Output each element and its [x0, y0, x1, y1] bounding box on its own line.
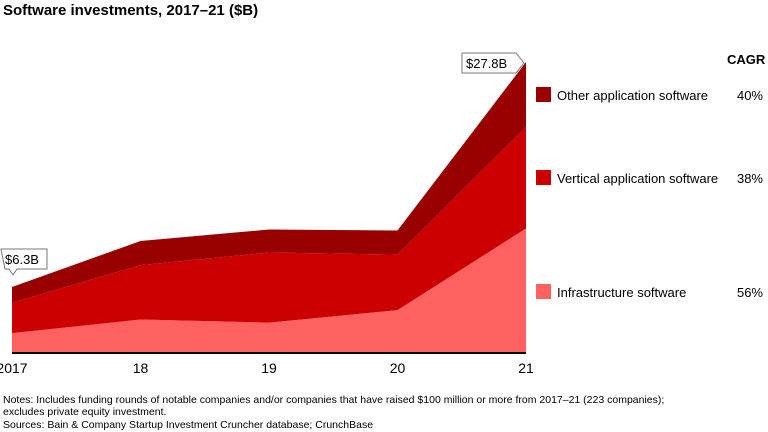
area-vertical-application-software — [12, 126, 526, 334]
x-tick-label: 21 — [518, 360, 534, 376]
x-tick-label: 20 — [390, 360, 406, 376]
callout-label: $6.3B — [5, 252, 39, 267]
legend-swatch — [536, 284, 551, 299]
legend-swatch — [536, 87, 551, 102]
x-tick-label: 19 — [261, 360, 277, 376]
chart-title: Software investments, 2017–21 ($B) — [3, 2, 259, 19]
x-tick-label: 2017 — [0, 360, 28, 376]
area-infrastructure-software — [12, 228, 526, 353]
sources: Sources: Bain & Company Startup Investme… — [3, 419, 374, 431]
legend-swatch — [536, 170, 551, 185]
legend-label: Infrastructure software — [557, 285, 686, 300]
legend-label: Other application software — [557, 88, 708, 103]
area-other-application-software — [12, 62, 526, 303]
callout-box — [461, 52, 525, 74]
legend-cagr: 40% — [737, 88, 763, 103]
callout-box — [0, 248, 48, 276]
x-tick-label: 18 — [133, 360, 149, 376]
legend-cagr: 38% — [737, 171, 763, 186]
stacked-area-chart: 2017 18 19 20 21 $6.3B $27.8B CAGR Infrastructur… — [0, 52, 766, 376]
legend-cagr: 56% — [737, 285, 763, 300]
legend-label: Vertical application software — [557, 171, 718, 186]
legend-header: CAGR — [727, 52, 766, 67]
notes: Notes: Includes funding rounds of notabl… — [3, 394, 665, 418]
callout-label: $27.8B — [466, 56, 507, 71]
